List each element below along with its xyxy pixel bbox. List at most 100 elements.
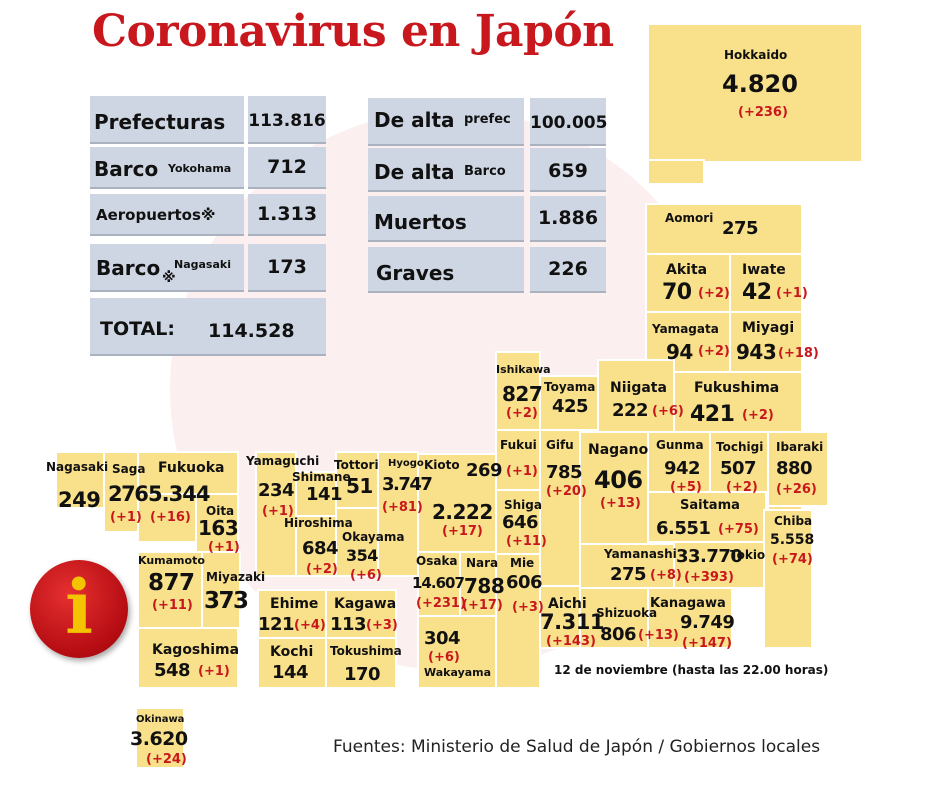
shiga-delta: (+11) (506, 534, 547, 549)
shizuoka-delta: (+13) (638, 628, 679, 643)
tile-ibaraki-ext (767, 431, 829, 507)
tile-akita (645, 253, 731, 313)
oita-name: Oita (206, 504, 235, 518)
tile-miyazaki (201, 551, 241, 629)
hiroshima-value: 684 (302, 538, 339, 559)
okinawa-name: Okinawa (136, 714, 185, 725)
yamagata-value: 94 (666, 340, 693, 364)
tottori-name: Tottori (334, 458, 379, 472)
yamanashi-name: Yamanashi (604, 547, 677, 561)
kochi-name: Kochi (270, 644, 314, 660)
tile-kochi (257, 637, 327, 689)
summary-alta-barco-value-box: 659 (530, 148, 606, 192)
nagano-name: Nagano (588, 442, 649, 458)
tile-hyogo (377, 451, 419, 577)
hyogo-value: 3.747 (382, 474, 433, 495)
tile-shimane (295, 471, 337, 517)
yamagata-name: Yamagata (652, 322, 719, 336)
tile-ehime (257, 589, 327, 639)
tile-aomori (645, 203, 803, 255)
kioto-name: Kioto (424, 458, 460, 472)
summary-barco-yokohama-label: Barco (94, 157, 159, 181)
miyagi-value: 943 (736, 340, 777, 364)
nagano-value: 406 (594, 466, 643, 494)
miyazaki-value: 373 (204, 588, 249, 614)
summary-total-box: TOTAL: 114.528 (90, 298, 326, 356)
fukuoka-delta: (+16) (150, 510, 191, 525)
shizuoka-value: 806 (600, 624, 637, 645)
tile-tokio (673, 541, 765, 589)
saitama-name: Saitama (680, 498, 740, 513)
summary-barco-nagasaki-value: 173 (267, 256, 307, 278)
wakayama-value: 304 (424, 628, 461, 649)
fukuoka-name: Fukuoka (158, 460, 225, 476)
tile-ishikawa (495, 351, 541, 431)
hokkaido-value: 4.820 (722, 70, 798, 98)
yamaguchi-value: 234 (258, 480, 295, 501)
summary-prefecturas-value: 113.816 (248, 111, 326, 131)
aichi-delta: (+143) (546, 634, 596, 649)
summary-muertos-value-box: 1.886 (530, 196, 606, 242)
tile-tochigi (709, 431, 769, 493)
gifu-name: Gifu (546, 438, 574, 452)
hokkaido-name: Hokkaido (724, 48, 788, 62)
tile-hokkaido-tail (647, 159, 705, 185)
kagoshima-value: 548 (154, 660, 191, 681)
yamanashi-delta: (+8) (650, 568, 682, 583)
summary-alta-barco-sub: Barco (464, 164, 506, 179)
akita-value: 70 (662, 280, 692, 305)
page-title: Coronavirus en Japón (92, 6, 614, 57)
tile-okinawa (135, 707, 185, 769)
summary-graves-value-box: 226 (530, 247, 606, 293)
okinawa-delta: (+24) (146, 752, 187, 767)
summary-alta-prefec-label: De alta (374, 108, 455, 132)
tile-wakayama (417, 615, 497, 689)
tile-nagano (579, 431, 649, 545)
okinawa-value: 3.620 (130, 728, 188, 750)
summary-total-label: TOTAL: (100, 318, 176, 340)
shizuoka-name: Shizuoka (596, 606, 658, 620)
fukushima-value: 421 (690, 402, 735, 427)
gunma-delta: (+5) (670, 480, 702, 495)
kagawa-name: Kagawa (334, 596, 397, 612)
miyazaki-name: Miyazaki (206, 570, 266, 584)
summary-alta-barco-label: De alta (374, 160, 455, 184)
kochi-value: 144 (272, 662, 309, 683)
iwate-name: Iwate (742, 262, 786, 278)
summary-prefecturas-label-box: Prefecturas (90, 96, 244, 144)
summary-muertos-value: 1.886 (537, 207, 599, 229)
saitama-delta: (+75) (718, 522, 759, 537)
hiroshima-name: Hiroshima (284, 516, 353, 530)
summary-alta-prefec-value: 100.005 (530, 113, 608, 133)
tile-tokushima (325, 637, 397, 689)
summary-alta-prefec-sub: prefec (464, 112, 511, 127)
nagano-delta: (+13) (600, 496, 641, 511)
nagasaki-value: 249 (58, 488, 101, 512)
info-icon[interactable]: i (30, 560, 128, 658)
hokkaido-delta: (+236) (738, 105, 788, 120)
summary-alta-prefec-label-box: De alta prefec (368, 98, 524, 146)
summary-graves-value: 226 (548, 258, 588, 280)
miyagi-name: Miyagi (742, 320, 795, 336)
gifu-delta: (+20) (546, 484, 587, 499)
ehime-delta: (+4) (294, 618, 326, 633)
summary-barco-yokohama-value: 712 (267, 156, 307, 178)
source-note: Fuentes: Ministerio de Salud de Japón / … (333, 737, 821, 757)
saitama-value: 6.551 (656, 518, 711, 539)
tile-kioto (417, 453, 497, 553)
tottori-value: 51 (346, 474, 373, 498)
summary-aeropuertos-value-box: 1.313 (248, 194, 326, 236)
summary-barco-yokohama-value-box: 712 (248, 147, 326, 189)
tile-nagasaki (55, 451, 105, 509)
tile-hokkaido (647, 23, 863, 163)
osaka-name: Osaka (416, 554, 458, 568)
summary-prefecturas-label: Prefecturas (94, 110, 226, 134)
tokushima-name: Tokushima (330, 644, 402, 658)
summary-aeropuertos-label: Aeropuertos※ (96, 206, 216, 224)
tile-chiba (763, 509, 813, 649)
ibaraki-delta: (+26) (776, 482, 817, 497)
date-note: 12 de noviembre (hasta las 22.00 horas) (554, 663, 829, 677)
toyama-name: Toyama (544, 380, 596, 394)
shiga-name: Shiga (504, 498, 542, 512)
saga-value: 276 (108, 482, 149, 506)
